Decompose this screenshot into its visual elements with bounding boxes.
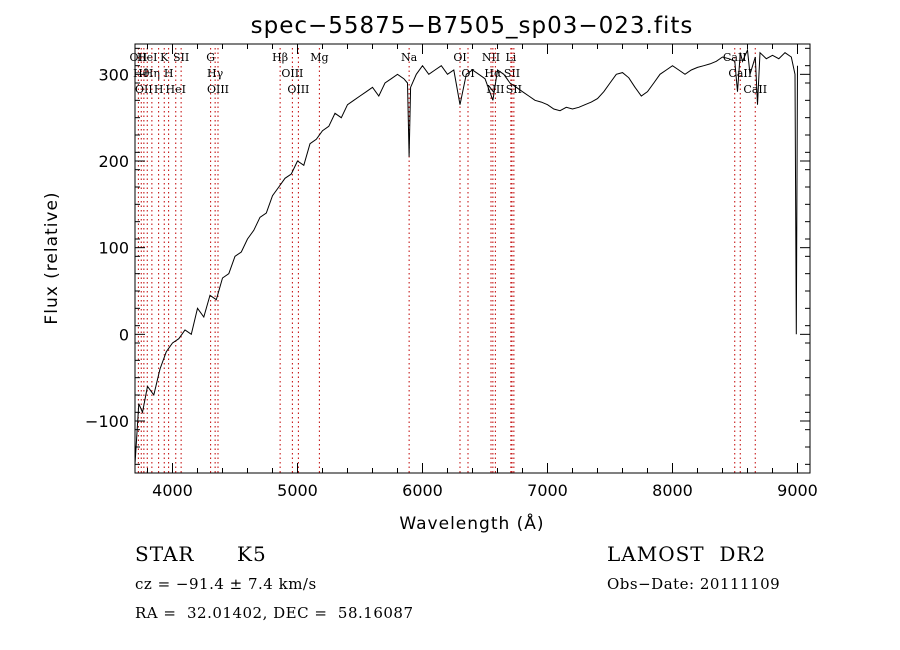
x-axis-label: Wavelength (Å)	[399, 512, 544, 534]
flux-series-layer	[134, 48, 798, 465]
survey-release: LAMOST DR2	[607, 542, 767, 566]
line-marker-label: Hβ	[272, 51, 288, 64]
line-marker-label: K	[160, 51, 169, 64]
line-marker-label: OIII	[207, 83, 229, 96]
y-tick-label: −100	[85, 412, 129, 431]
line-marker-label: H	[164, 67, 174, 80]
plot-frame	[134, 43, 811, 474]
axis-ticks: 4000 5000 6000 7000 8000 9000 −100 0 100 200 300	[85, 44, 818, 500]
line-marker-label: H	[154, 83, 164, 96]
chart-title: spec−55875−B7505_sp03−023.fits	[251, 13, 694, 39]
line-marker-label: Hγ	[207, 67, 224, 80]
flux-series-line-0	[134, 48, 798, 465]
line-marker-label: OII	[130, 51, 148, 64]
line-marker-label: NII	[482, 51, 500, 64]
line-marker-label: OIII	[281, 67, 303, 80]
line-marker-label: Li	[505, 51, 516, 64]
line-marker-label: Hα	[484, 67, 502, 80]
line-marker-label: OI	[453, 51, 466, 64]
line-marker-label: HeI	[166, 83, 186, 96]
line-marker-label: CaII	[743, 83, 767, 96]
x-tick-label: 7000	[527, 481, 568, 500]
line-marker-label: NII	[486, 83, 504, 96]
y-tick-label: 100	[98, 239, 129, 258]
x-tick-label: 8000	[652, 481, 693, 500]
y-tick-label: 300	[98, 65, 129, 84]
x-tick-label: 9000	[777, 481, 818, 500]
line-marker-label: SII	[173, 51, 189, 64]
line-marker-label: HeI	[137, 51, 157, 64]
line-marker-label: OII	[135, 83, 153, 96]
coordinates-text: RA = 32.01402, DEC = 58.16087	[135, 604, 414, 622]
line-marker-label: Na	[401, 51, 418, 64]
redshift-text: cz = −91.4 ± 7.4 km/s	[135, 575, 317, 593]
line-marker-label: Mg	[310, 51, 328, 64]
x-tick-label: 5000	[277, 481, 318, 500]
y-tick-label: 200	[98, 152, 129, 171]
line-marker-label: SII	[504, 67, 520, 80]
object-subclass: K5	[237, 542, 267, 566]
y-tick-label: 0	[119, 325, 129, 344]
obs-date-text: Obs−Date: 20111109	[607, 575, 781, 593]
line-marker-label: Hη	[144, 67, 160, 80]
object-class: STAR	[135, 542, 195, 566]
line-marker-label: OIII	[287, 83, 309, 96]
x-tick-label: 6000	[402, 481, 443, 500]
line-marker-label: SII	[506, 83, 522, 96]
y-axis-label: Flux (relative)	[42, 191, 62, 324]
x-tick-label: 4000	[152, 481, 193, 500]
line-marker-label: Hθ	[133, 67, 150, 80]
line-marker-label: CaII	[728, 67, 752, 80]
line-marker-label: G	[206, 51, 215, 64]
